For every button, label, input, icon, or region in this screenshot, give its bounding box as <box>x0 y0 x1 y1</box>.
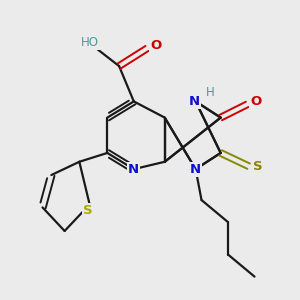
Text: HO: HO <box>81 36 99 49</box>
Text: N: N <box>128 163 140 176</box>
Text: O: O <box>150 39 161 52</box>
Text: S: S <box>253 160 263 173</box>
Text: H: H <box>206 86 215 99</box>
Text: S: S <box>83 204 93 217</box>
Text: N: N <box>189 95 200 108</box>
Text: O: O <box>250 95 262 108</box>
Text: N: N <box>190 163 201 176</box>
